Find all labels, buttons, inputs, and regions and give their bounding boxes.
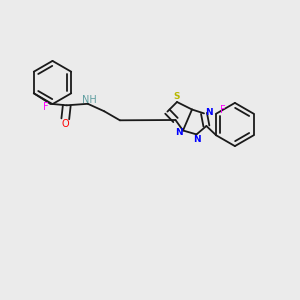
Text: S: S	[173, 92, 180, 101]
Text: N: N	[176, 128, 183, 137]
Text: F: F	[220, 105, 226, 115]
Text: N: N	[206, 108, 213, 117]
Text: N: N	[193, 135, 200, 144]
Text: F: F	[43, 102, 49, 112]
Text: NH: NH	[82, 95, 97, 105]
Text: O: O	[61, 119, 69, 129]
